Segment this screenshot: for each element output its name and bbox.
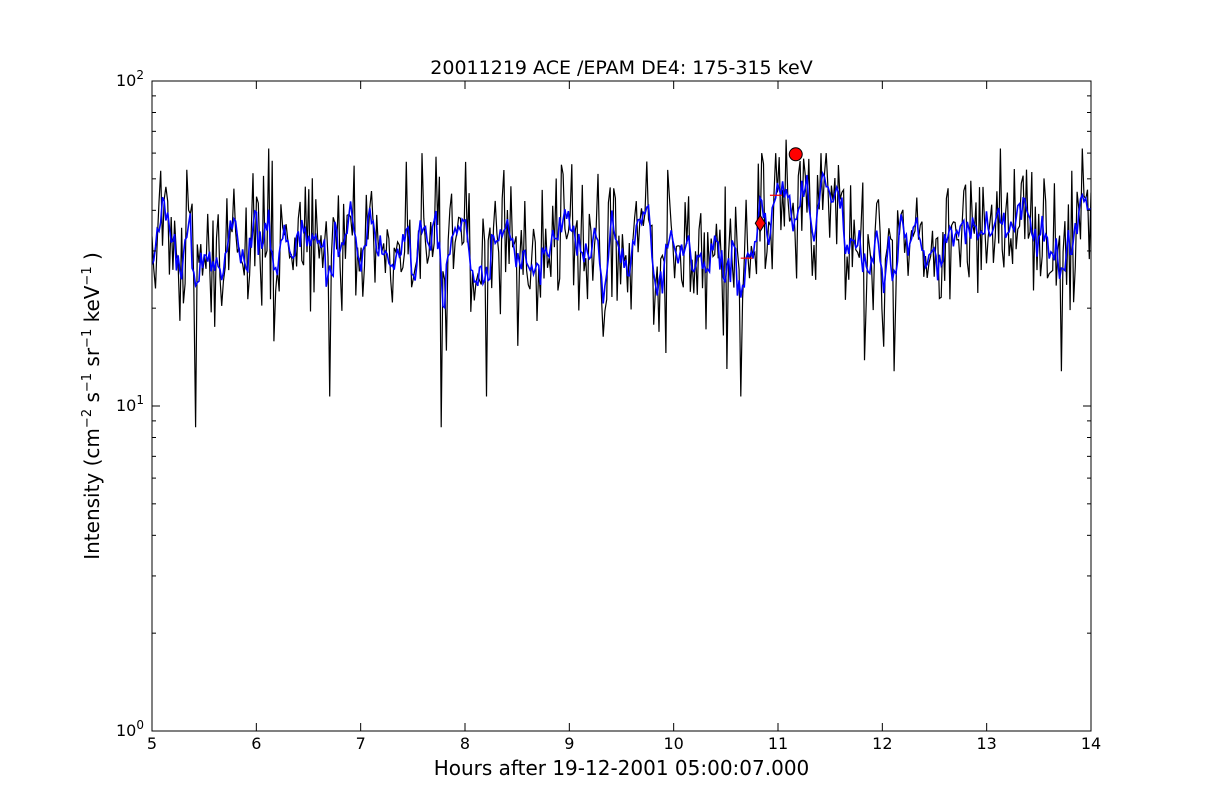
y-tick-base: 10	[116, 71, 136, 90]
plot-area	[152, 139, 1091, 428]
series-line-raw	[152, 139, 1091, 428]
plot-frame	[151, 80, 1092, 732]
chart-title: 20011219 ACE /EPAM DE4: 175-315 keV	[430, 57, 812, 79]
x-tick-label: 10	[663, 734, 683, 753]
ylabel-exp-kev: −1	[80, 266, 95, 285]
ylabel-exp-s: −1	[80, 373, 95, 392]
x-tick-label: 6	[251, 734, 261, 753]
x-tick-label: 11	[768, 734, 788, 753]
ylabel-suffix: )	[80, 252, 104, 266]
x-tick-label: 8	[460, 734, 470, 753]
x-tick-label: 9	[564, 734, 574, 753]
x-tick-label: 14	[1081, 734, 1101, 753]
y-tick-label: 100	[116, 718, 144, 740]
y-tick-label: 101	[116, 393, 144, 415]
event-marker-circle	[788, 147, 803, 162]
y-axis-label: Intensity (cm−2 s−1 sr−1 keV−1 )	[80, 252, 104, 560]
x-axis-label: Hours after 19-12-2001 05:00:07.000	[434, 756, 810, 780]
y-tick-exponent: 0	[136, 718, 144, 732]
ylabel-s: s	[80, 392, 104, 409]
x-tick-label: 12	[872, 734, 892, 753]
x-tick-label: 5	[147, 734, 157, 753]
y-tick-exponent: 1	[136, 393, 144, 407]
y-tick-base: 10	[116, 721, 136, 740]
y-tick-label: 102	[116, 68, 144, 90]
ylabel-exp-cm: −2	[80, 409, 95, 428]
y-tick-base: 10	[116, 396, 136, 415]
x-tick-label: 13	[976, 734, 996, 753]
ylabel-sr: sr	[80, 347, 104, 373]
series-line-smoothed	[152, 170, 1091, 310]
y-tick-exponent: 2	[136, 68, 144, 82]
plot-content	[152, 139, 1091, 428]
event-marker-diamond	[754, 214, 766, 233]
ylabel-kev: keV	[80, 285, 104, 329]
ylabel-prefix: Intensity (cm	[80, 428, 104, 560]
ylabel-exp-sr: −1	[80, 329, 95, 348]
x-tick-label: 7	[356, 734, 366, 753]
